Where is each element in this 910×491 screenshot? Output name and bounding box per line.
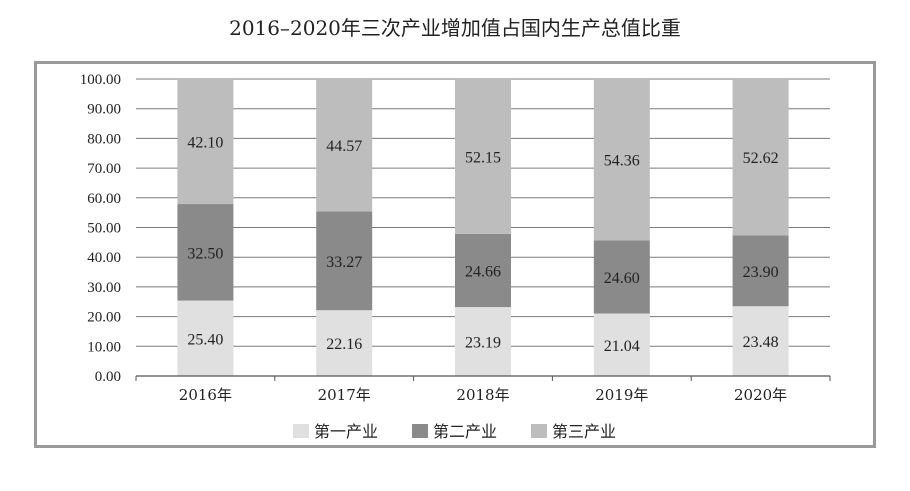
legend-label: 第三产业 [552, 422, 616, 441]
x-tick-label: 2018年 [456, 386, 509, 404]
data-label: 23.19 [465, 335, 501, 352]
data-label: 21.04 [604, 338, 640, 355]
data-label: 42.10 [187, 135, 223, 152]
data-label: 23.90 [743, 264, 779, 281]
legend-label: 第一产业 [314, 422, 378, 441]
y-tick-label: 80.00 [87, 131, 121, 147]
bar-stacks [177, 79, 789, 376]
y-tick-label: 50.00 [87, 221, 121, 237]
bar-segment [593, 240, 650, 314]
y-tick-label: 20.00 [87, 310, 121, 326]
y-tick-label: 10.00 [87, 339, 121, 355]
bar-segment [732, 79, 789, 236]
y-tick-label: 30.00 [87, 280, 121, 296]
data-label: 23.48 [743, 334, 779, 351]
data-label: 52.15 [465, 149, 501, 166]
x-tick-label: 2019年 [595, 386, 648, 404]
x-tick-label: 2020年 [734, 386, 787, 404]
data-label: 22.16 [326, 336, 362, 353]
data-label: 24.60 [604, 270, 640, 287]
y-tick-label: 0.00 [95, 369, 121, 385]
y-tick-label: 90.00 [87, 102, 121, 118]
legend: 第一产业 第二产业 第三产业 [293, 422, 616, 441]
data-label: 24.66 [465, 264, 501, 281]
bar-segment [732, 306, 789, 376]
bar-segment [177, 300, 234, 376]
data-label: 54.36 [604, 153, 640, 170]
bar-segment [732, 235, 789, 307]
data-labels: 25.40 32.50 42.10 22.16 33.27 44.57 23.19 24.66… [187, 135, 778, 355]
y-tick-label: 70.00 [87, 161, 121, 177]
x-tick-label: 2017年 [318, 386, 371, 404]
bar-segment [316, 211, 373, 311]
y-tick-label: 60.00 [87, 191, 121, 207]
legend-label: 第二产业 [433, 422, 497, 441]
legend-swatch [412, 424, 428, 438]
axes: 0.00 10.00 20.00 30.00 40.00 50.00 60.00 70.00 8… [80, 72, 831, 404]
bar-segment [177, 204, 234, 301]
bar-segment [455, 79, 511, 234]
chart-frame [34, 61, 876, 448]
legend-swatch [531, 424, 547, 438]
y-tick-label: 40.00 [87, 250, 121, 266]
data-label: 25.40 [187, 331, 223, 348]
data-label: 33.27 [326, 254, 362, 271]
data-label: 52.62 [743, 150, 779, 167]
bar-segment [316, 79, 373, 212]
bar-segment [455, 307, 511, 376]
legend-swatch [293, 424, 309, 438]
bar-segment [455, 233, 511, 308]
x-tick-label: 2016年 [179, 386, 232, 404]
chart-title: 2016–2020年三次产业增加值占国内生产总值比重 [229, 16, 681, 40]
y-tick-label: 100.00 [80, 72, 121, 88]
bar-segment [593, 79, 650, 241]
bar-segment [177, 79, 234, 205]
bar-segment [593, 313, 650, 376]
data-label: 44.57 [326, 138, 362, 155]
bar-segment [316, 310, 373, 376]
data-label: 32.50 [187, 245, 223, 262]
